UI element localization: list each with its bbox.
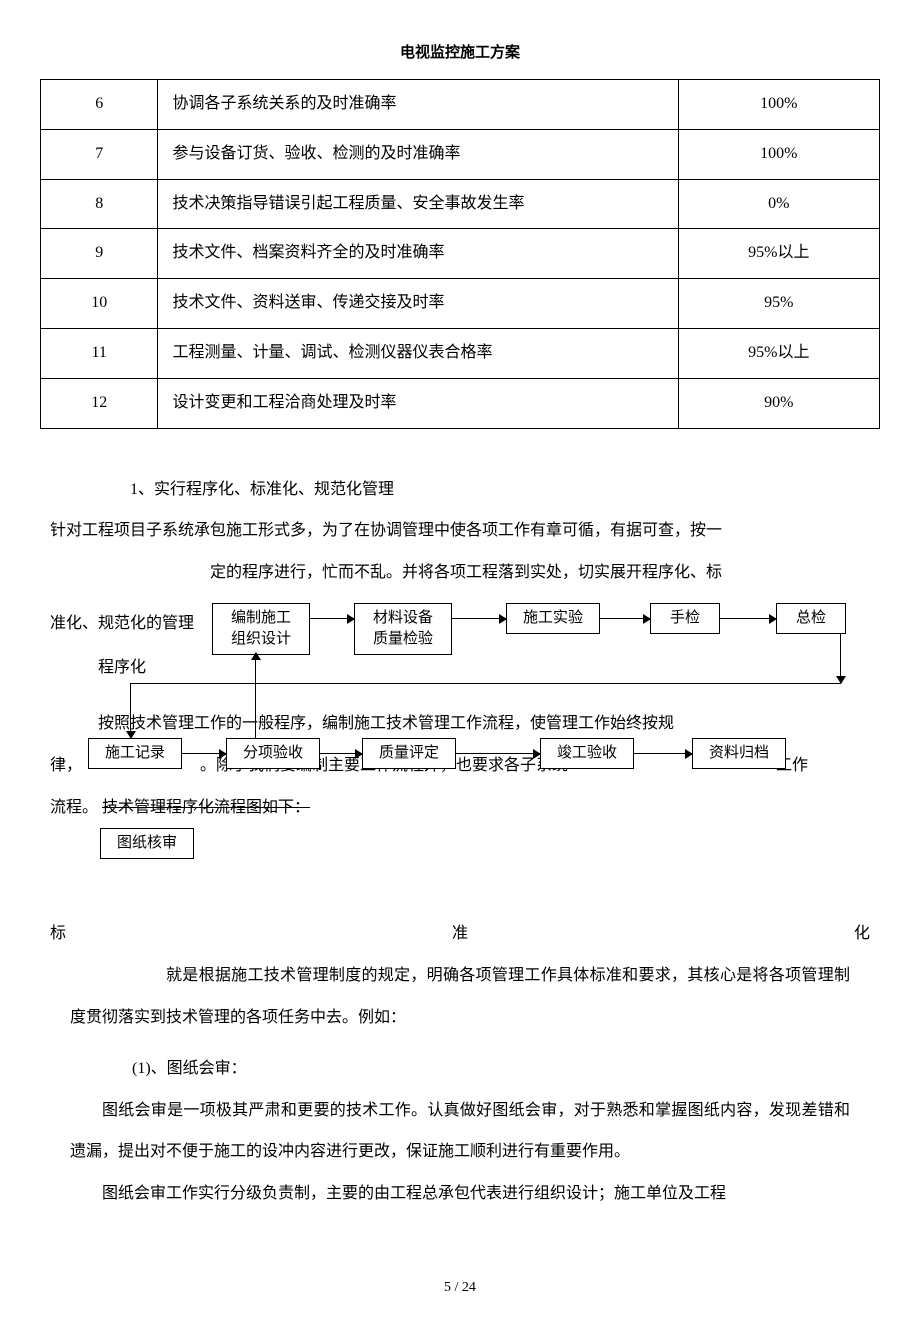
flow-node: 图纸核审	[100, 828, 194, 859]
cell-val: 100%	[678, 80, 879, 130]
cell-desc: 参与设备订货、验收、检测的及时准确率	[158, 129, 678, 179]
cell-num: 12	[41, 378, 158, 428]
flowchart: 准化、规范化的管理 程序化 按照技术管理工作的一般程序，编制施工技术管理工作流程…	[40, 603, 880, 893]
cell-desc: 协调各子系统关系的及时准确率	[158, 80, 678, 130]
char: 化	[854, 913, 870, 955]
cell-val: 95%以上	[678, 229, 879, 279]
cell-val: 0%	[678, 179, 879, 229]
paragraph: 图纸会审工作实行分级负责制，主要的由工程总承包代表进行组织设计；施工单位及工程	[70, 1173, 850, 1215]
table-row: 11工程测量、计量、调试、检测仪器仪表合格率95%以上	[41, 328, 880, 378]
cell-desc: 设计变更和工程洽商处理及时率	[158, 378, 678, 428]
paragraph-fragment: 律，	[50, 757, 82, 774]
paragraph-fragment: 准化、规范化的管理	[50, 615, 194, 632]
cell-num: 7	[41, 129, 158, 179]
flow-node: 总检	[776, 603, 846, 634]
flow-arrow	[452, 618, 506, 619]
flow-node: 质量评定	[362, 738, 456, 769]
section-heading-1: 1、实行程序化、标准化、规范化管理	[50, 469, 870, 511]
flow-node: 施工记录	[88, 738, 182, 769]
table-row: 9技术文件、档案资料齐全的及时准确率95%以上	[41, 229, 880, 279]
spread-heading: 标 准 化	[50, 913, 870, 955]
cell-val: 95%	[678, 279, 879, 329]
page-number: 5 / 24	[40, 1275, 880, 1300]
page-title: 电视监控施工方案	[40, 40, 880, 67]
flow-node: 分项验收	[226, 738, 320, 769]
flow-node: 竣工验收	[540, 738, 634, 769]
cell-desc: 技术决策指导错误引起工程质量、安全事故发生率	[158, 179, 678, 229]
table-row: 6协调各子系统关系的及时准确率100%	[41, 80, 880, 130]
flow-connector	[840, 633, 841, 683]
section-heading-2: (1)、图纸会审：	[100, 1048, 870, 1090]
cell-val: 100%	[678, 129, 879, 179]
paragraph-strike: 技术管理程序化流程图如下：	[102, 799, 310, 816]
flow-arrow	[320, 753, 362, 754]
paragraph-fragment: 按照技术管理工作的一般程序，编制施工技术管理工作流程，使管理工作始终按规	[98, 715, 674, 732]
flow-node: 材料设备质量检验	[354, 603, 452, 655]
flow-arrow	[720, 618, 776, 619]
flow-arrow	[182, 753, 226, 754]
table-row: 7参与设备订货、验收、检测的及时准确率100%	[41, 129, 880, 179]
cell-num: 10	[41, 279, 158, 329]
flow-arrow	[310, 618, 354, 619]
cell-desc: 技术文件、档案资料齐全的及时准确率	[158, 229, 678, 279]
cell-num: 9	[41, 229, 158, 279]
cell-desc: 技术文件、资料送审、传递交接及时率	[158, 279, 678, 329]
char: 准	[452, 913, 468, 955]
flow-connector	[130, 683, 131, 738]
flow-node: 资料归档	[692, 738, 786, 769]
paragraph: 针对工程项目子系统承包施工形式多，为了在协调管理中使各项工作有章可循，有据可查，…	[50, 510, 870, 552]
flow-arrow	[456, 753, 540, 754]
cell-num: 8	[41, 179, 158, 229]
flow-node: 手检	[650, 603, 720, 634]
paragraph: 定的程序进行，忙而不乱。并将各项工程落到实处，切实展开程序化、标	[50, 552, 870, 594]
cell-val: 90%	[678, 378, 879, 428]
paragraph: 就是根据施工技术管理制度的规定，明确各项管理工作具体标准和要求，其核心是将各项管…	[70, 955, 850, 1038]
cell-num: 11	[41, 328, 158, 378]
char: 标	[50, 913, 66, 955]
cell-val: 95%以上	[678, 328, 879, 378]
paragraph: 图纸会审是一项极其严肃和更要的技术工作。认真做好图纸会审，对于熟悉和掌握图纸内容…	[70, 1090, 850, 1173]
table-row: 8技术决策指导错误引起工程质量、安全事故发生率0%	[41, 179, 880, 229]
flow-connector	[130, 683, 841, 684]
paragraph-fragment: 程序化	[98, 659, 146, 676]
flow-arrow	[600, 618, 650, 619]
table-row: 12设计变更和工程洽商处理及时率90%	[41, 378, 880, 428]
metrics-table: 6协调各子系统关系的及时准确率100%7参与设备订货、验收、检测的及时准确率10…	[40, 79, 880, 429]
flow-connector	[255, 653, 256, 738]
cell-num: 6	[41, 80, 158, 130]
cell-desc: 工程测量、计量、调试、检测仪器仪表合格率	[158, 328, 678, 378]
table-row: 10技术文件、资料送审、传递交接及时率95%	[41, 279, 880, 329]
flow-node: 编制施工组织设计	[212, 603, 310, 655]
flow-node: 施工实验	[506, 603, 600, 634]
paragraph-fragment: 流程。	[50, 799, 98, 816]
flow-arrow	[634, 753, 692, 754]
